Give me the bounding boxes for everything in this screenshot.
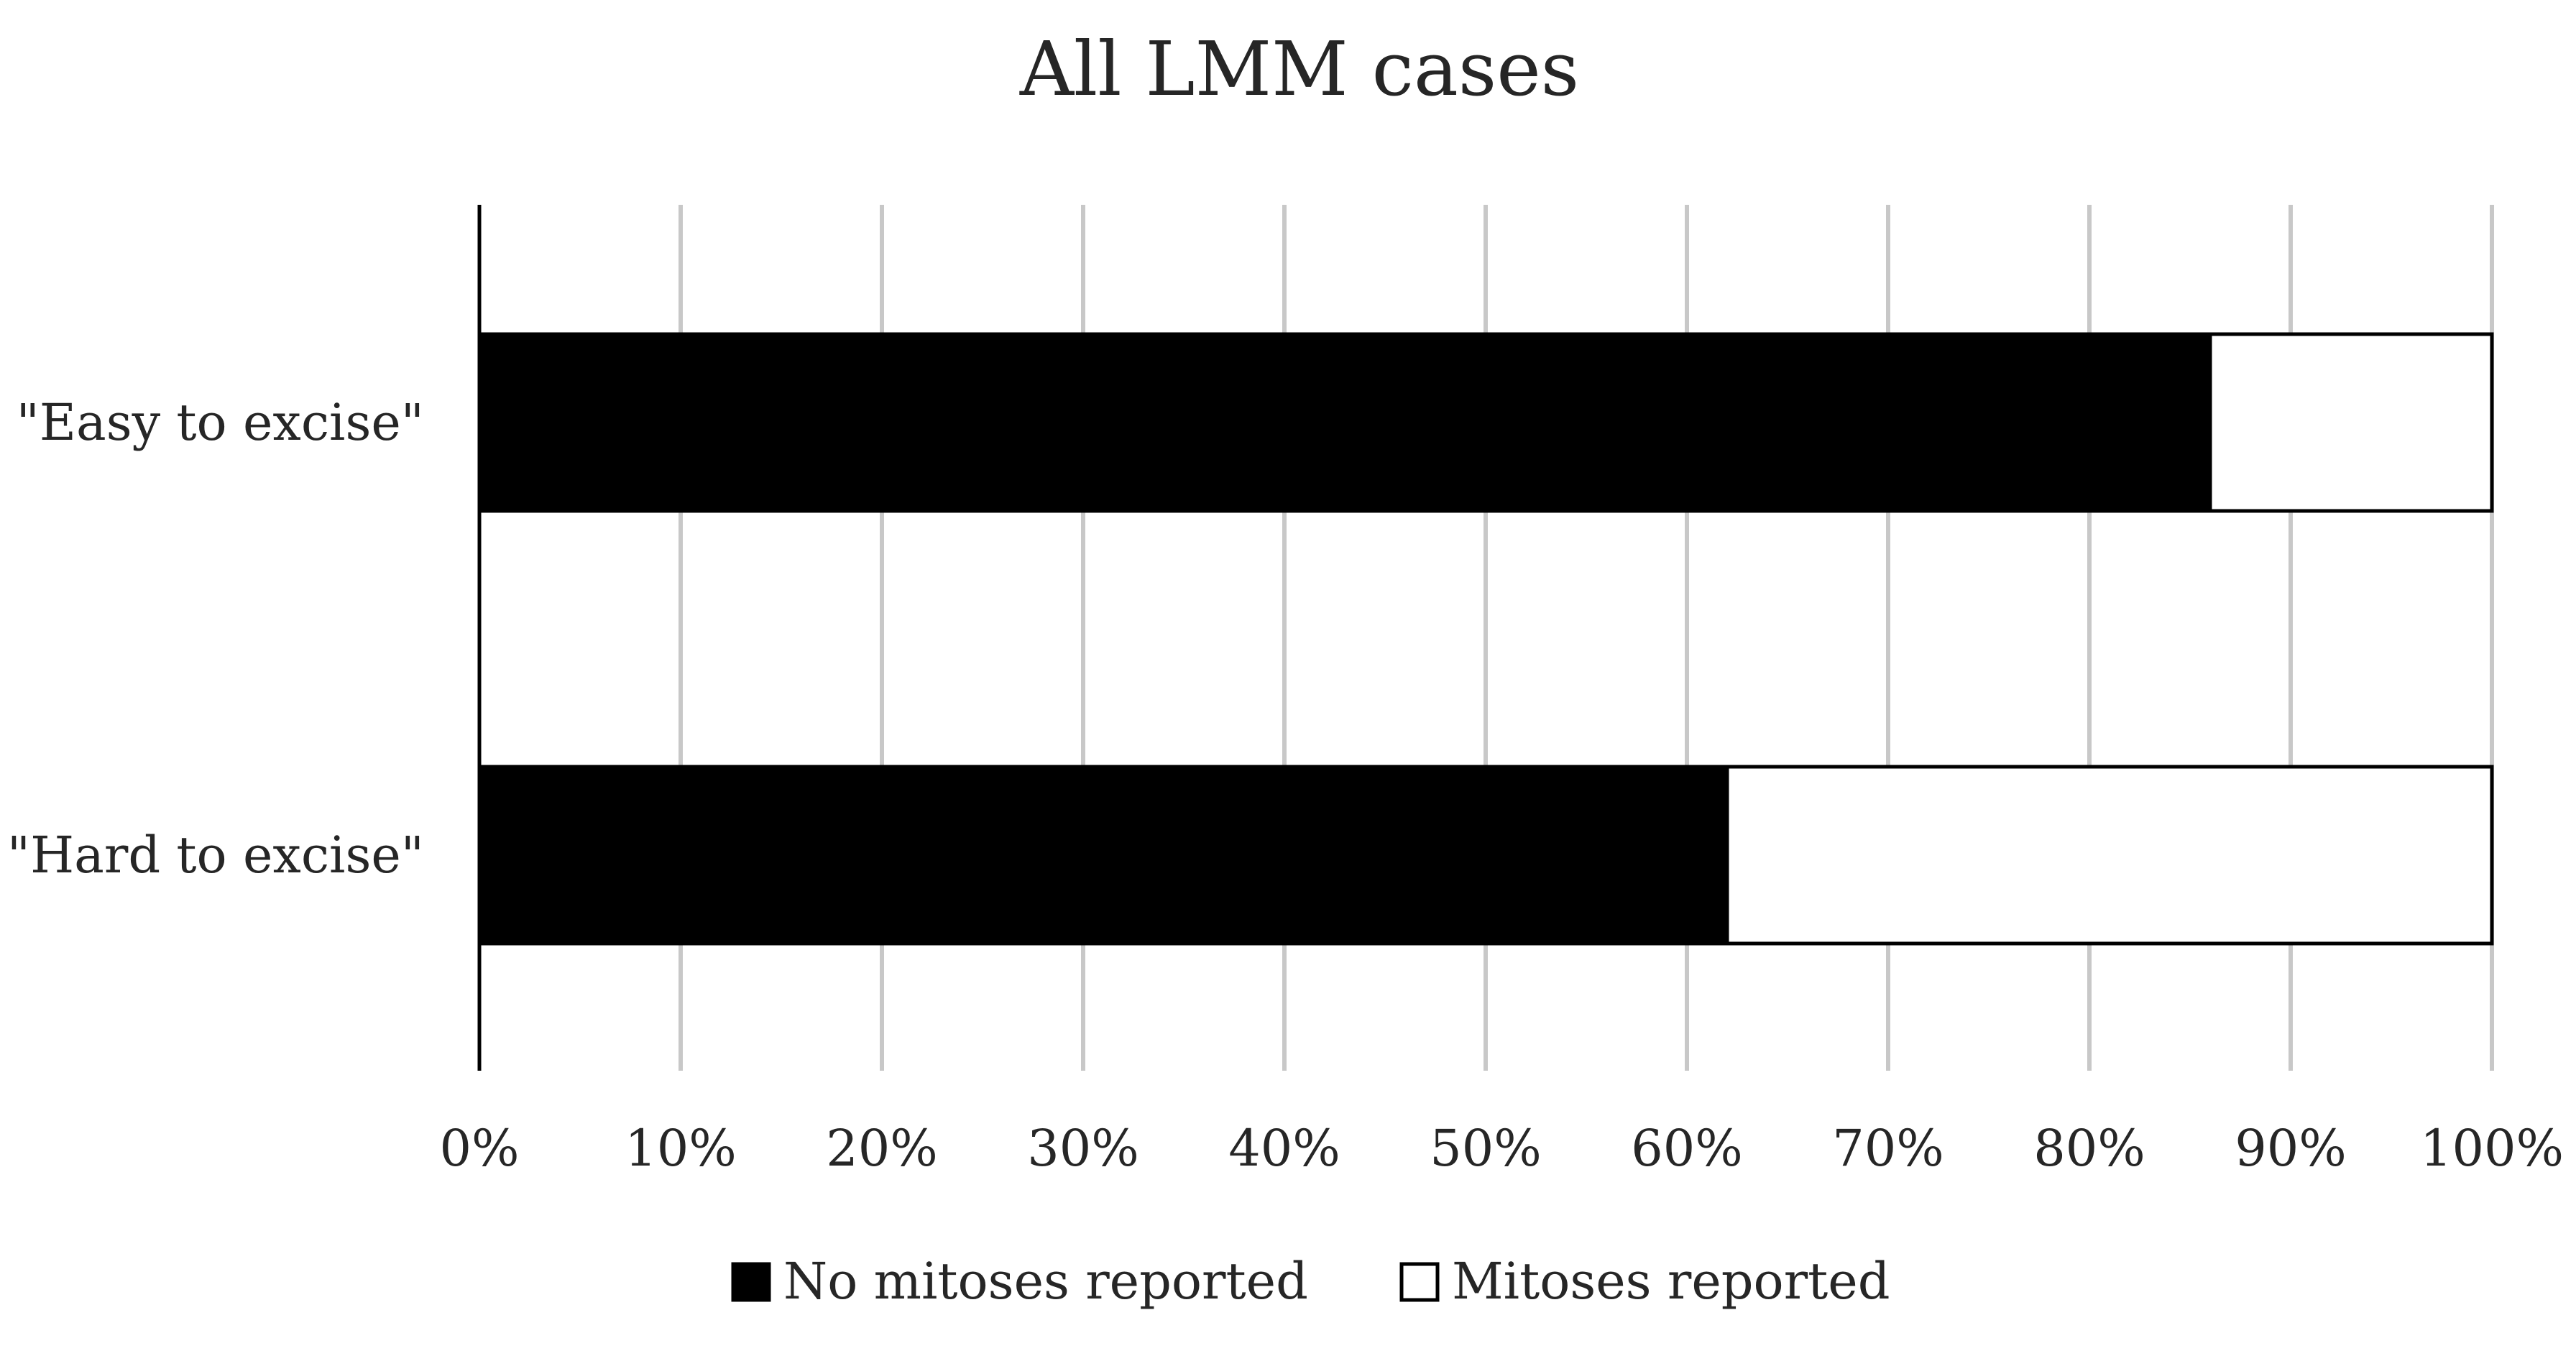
bar-segment [477,765,1729,946]
category-labels: "Easy to excise" "Hard to excise" [7,393,424,885]
x-tick-labels: 0% 10% 20% 30% 40% 50% 60% 70% 80% 90% 100% [439,1119,2564,1178]
legend: No mitoses reported Mitoses reported [731,1252,1890,1311]
x-tick-label: 10% [625,1119,737,1178]
legend-label: No mitoses reported [783,1252,1308,1311]
x-tick-label: 20% [826,1119,938,1178]
x-tick-label: 50% [1430,1119,1542,1178]
chart-title: All LMM cases [1019,25,1579,113]
legend-swatch [731,1262,771,1302]
x-tick-label: 60% [1631,1119,1743,1178]
x-tick-label: 40% [1228,1119,1340,1178]
x-tick-label: 80% [2033,1119,2145,1178]
bar-segment [1725,765,2494,946]
category-label: "Hard to excise" [7,826,424,885]
category-label: "Easy to excise" [17,393,424,452]
bars [477,332,2494,946]
legend-swatch [1399,1262,1440,1302]
x-tick-label: 30% [1027,1119,1139,1178]
x-tick-label: 0% [439,1119,519,1178]
legend-label: Mitoses reported [1452,1252,1890,1311]
x-tick-label: 90% [2235,1119,2347,1178]
x-tick-label: 100% [2420,1119,2564,1178]
bar-segment [2208,332,2494,513]
bar-segment [477,332,2212,513]
x-tick-label: 70% [1832,1119,1944,1178]
